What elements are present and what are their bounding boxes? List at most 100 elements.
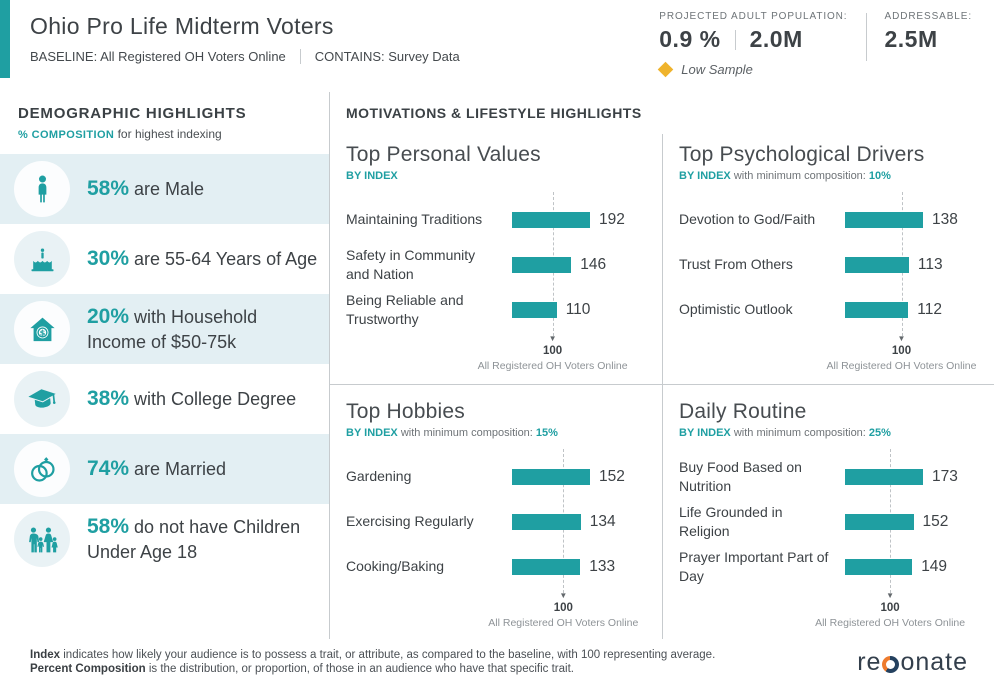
chart-bar-value: 173 [932, 467, 958, 485]
baseline-arrow-icon: ▼ [897, 334, 906, 343]
sidebar-subtitle: % COMPOSITION for highest indexing [18, 127, 329, 141]
chart-bar-value: 146 [580, 255, 607, 273]
chart-bar-value: 113 [917, 255, 943, 273]
demographic-stat-row: $20% with Household Income of $50-75k [0, 294, 329, 364]
wedding-rings-icon [14, 441, 70, 497]
divider [865, 13, 867, 61]
chart-rows: Maintaining Traditions 192 Safety in Commu… [346, 192, 658, 336]
family-icon [14, 511, 70, 567]
chart-bar-area: 152 [512, 468, 625, 486]
chart-row-label: Maintaining Traditions [346, 211, 483, 228]
chart-row-label: Buy Food Based on Nutrition [679, 459, 802, 494]
divider [734, 29, 736, 50]
composition-accent: % COMPOSITION [18, 129, 115, 141]
baseline-label: All Registered OH Voters Online [826, 360, 977, 372]
chart-row-label: Optimistic Outlook [679, 301, 793, 318]
baseline-label: All Registered OH Voters Online [488, 617, 639, 629]
baseline-arrow-icon: ▼ [886, 591, 895, 600]
chart-bar [845, 301, 909, 318]
demographic-stat-list: 58% are Male 30% are 55-64 Years of Age $2… [0, 154, 329, 574]
stat-text: 74% are Married [87, 456, 227, 480]
stat-text: 38% with College Degree [87, 386, 297, 410]
birthday-cake-icon [14, 231, 70, 287]
stat-text: 20% with Household Income of $50-75k [87, 305, 258, 352]
chart-bar-value: 152 [922, 512, 949, 530]
by-index-label: BY INDEX [679, 427, 731, 439]
resonate-logo: re onate [857, 649, 968, 675]
stat-percentage: 58% [87, 176, 130, 200]
chart-subtitle: BY INDEX with minimum composition: 10% [679, 170, 990, 182]
demographic-stat-row: 74% are Married [0, 434, 329, 504]
male-icon [14, 161, 70, 217]
chart-row: Trust From Others 113 [679, 242, 990, 287]
baseline-caption: ▼ 100 All Registered OH Voters Online [478, 335, 628, 373]
demographic-stat-row: 58% are Male [0, 154, 329, 224]
chart-row-label: Safety in Community and Nation [346, 247, 476, 282]
by-index-label: BY INDEX [346, 170, 398, 182]
projected-count: 2.0M [749, 26, 803, 52]
page-title: Ohio Pro Life Midterm Voters [30, 13, 334, 39]
chart-bar-value: 152 [599, 467, 625, 485]
low-sample-diamond-icon [657, 61, 674, 78]
chart-bar [845, 558, 913, 575]
chart-row: Life Grounded in Religion 152 [679, 499, 990, 544]
chart-title: Top Personal Values [346, 143, 541, 166]
baseline-value: 100 [880, 602, 900, 614]
chart-row: Buy Food Based on Nutrition 173 [679, 454, 990, 499]
chart-row-label: Life Grounded in Religion [679, 504, 783, 539]
chart-panel: Daily Routine BY INDEX with minimum compo… [662, 384, 994, 639]
chart-bar [512, 468, 590, 485]
chart-bar-area: 112 [845, 301, 942, 319]
chart-panel: Top Hobbies BY INDEX with minimum composi… [330, 384, 662, 639]
chart-bar [845, 211, 923, 228]
low-sample-flag: Low Sample [657, 61, 847, 78]
chart-bar [512, 211, 590, 228]
percent-composition-definition: Percent Composition is the distribution,… [30, 663, 715, 675]
min-composition-label: with minimum composition: [730, 427, 869, 439]
projected-population-label: PROJECTED ADULT POPULATION: [659, 11, 848, 22]
baseline-label: All Registered OH Voters Online [815, 617, 966, 629]
chart-bar-value: 138 [932, 210, 958, 228]
baseline-caption: ▼ 100 All Registered OH Voters Online [488, 592, 638, 630]
chart-title: Top Psychological Drivers [679, 143, 925, 166]
chart-rows: Devotion to God/Faith 138 Trust From Other… [679, 192, 990, 336]
chart-row-label: Prayer Important Part of Day [679, 549, 829, 584]
svg-text:$: $ [39, 327, 45, 337]
chart-bar [845, 256, 909, 273]
baseline-arrow-icon: ▼ [559, 591, 568, 600]
graduation-cap-icon [14, 371, 70, 427]
chart-bar [512, 513, 581, 530]
min-composition-value: 15% [535, 427, 558, 439]
chart-subtitle: BY INDEX with minimum composition: 15% [346, 427, 658, 439]
chart-row: Maintaining Traditions 192 [346, 197, 658, 242]
logo-swirl-icon [882, 655, 900, 673]
header-subtitle: BASELINE: All Registered OH Voters Onlin… [30, 49, 970, 64]
low-sample-label: Low Sample [681, 62, 753, 77]
definitions: Index indicates how likely your audience… [30, 647, 715, 677]
chart-bar [512, 301, 557, 318]
house-dollar-icon: $ [14, 301, 70, 357]
index-definition: Index indicates how likely your audience… [30, 649, 715, 661]
chart-row: Being Reliable and Trustworthy 110 [346, 287, 658, 332]
chart-bar-area: 173 [845, 468, 958, 486]
projected-population-metric: PROJECTED ADULT POPULATION: 0.9 % 2.0M L… [657, 11, 848, 78]
chart-bar [512, 558, 581, 575]
chart-row-label: Devotion to God/Faith [679, 211, 816, 228]
demographic-sidebar: DEMOGRAPHIC HIGHLIGHTS % COMPOSITION for… [0, 92, 329, 639]
chart-bar-area: 134 [512, 513, 616, 531]
baseline-value: 100 [553, 602, 573, 614]
chart-bar-area: 113 [845, 256, 943, 274]
demographic-stat-row: 30% are 55-64 Years of Age [0, 224, 329, 294]
motivations-title: MOTIVATIONS & LIFESTYLE HIGHLIGHTS [346, 105, 642, 121]
addressable-metric: ADDRESSABLE: 2.5M [885, 11, 973, 77]
chart-row: Prayer Important Part of Day 149 [679, 544, 990, 589]
min-composition-label: with minimum composition: [397, 427, 536, 439]
min-composition-value: 25% [868, 427, 891, 439]
divider [299, 49, 301, 64]
min-composition-label: with minimum composition: [730, 170, 869, 182]
chart-row-label: Gardening [346, 468, 412, 485]
stat-percentage: 58% [87, 515, 130, 539]
chart-bar [512, 256, 572, 273]
baseline-value: 100 [891, 345, 912, 357]
